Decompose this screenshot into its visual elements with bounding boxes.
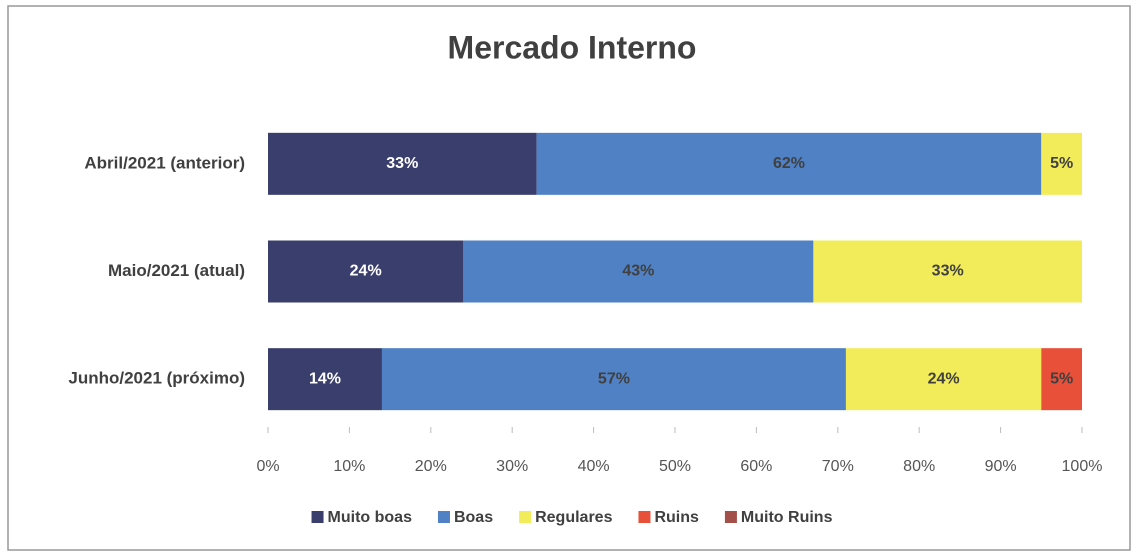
x-tick-label: 60% [740, 458, 772, 475]
data-label: 24% [928, 370, 960, 387]
data-label: 62% [773, 155, 805, 172]
bar-segment [268, 132, 537, 195]
x-tick-label: 0% [256, 458, 279, 475]
x-tick-label: 40% [578, 458, 610, 475]
data-label: 33% [386, 155, 418, 172]
legend-swatch [311, 511, 324, 523]
bar-segment [268, 348, 382, 411]
data-label: 33% [932, 263, 964, 280]
legend-label: Regulares [535, 509, 612, 526]
legend-label: Boas [454, 509, 493, 526]
x-tick-label: 20% [415, 458, 447, 475]
legend-label: Muito boas [328, 509, 413, 526]
x-tick-label: 50% [659, 458, 691, 475]
legend-swatch [437, 511, 450, 523]
x-tick-label: 90% [985, 458, 1017, 475]
legend-label: Muito Ruins [741, 509, 833, 526]
data-label: 5% [1050, 370, 1073, 387]
category-label: Junho/2021 (próximo) [68, 369, 245, 388]
data-label: 5% [1050, 155, 1073, 172]
x-tick-label: 70% [822, 458, 854, 475]
bar-segment [1041, 348, 1082, 411]
x-tick-label: 30% [496, 458, 528, 475]
bar-segment [381, 348, 846, 411]
bar-segment [536, 132, 1042, 195]
bar-segment [268, 240, 464, 303]
data-label: 43% [622, 263, 654, 280]
bar-segment [463, 240, 814, 303]
legend-swatch [638, 511, 651, 523]
category-label: Maio/2021 (atual) [108, 261, 245, 280]
x-tick-label: 10% [333, 458, 365, 475]
legend-label: Ruins [654, 509, 699, 526]
data-label: 14% [309, 370, 341, 387]
legend-swatch [519, 511, 532, 523]
data-label: 57% [598, 370, 630, 387]
bar-segment [813, 240, 1082, 303]
legend-swatch [724, 511, 737, 523]
data-label: 24% [350, 263, 382, 280]
bar-segment [1041, 132, 1082, 195]
category-label: Abril/2021 (anterior) [84, 153, 245, 172]
x-tick-label: 100% [1062, 458, 1103, 475]
bar-segment [845, 348, 1042, 411]
x-tick-label: 80% [903, 458, 935, 475]
chart-title: Mercado Interno [448, 29, 697, 65]
